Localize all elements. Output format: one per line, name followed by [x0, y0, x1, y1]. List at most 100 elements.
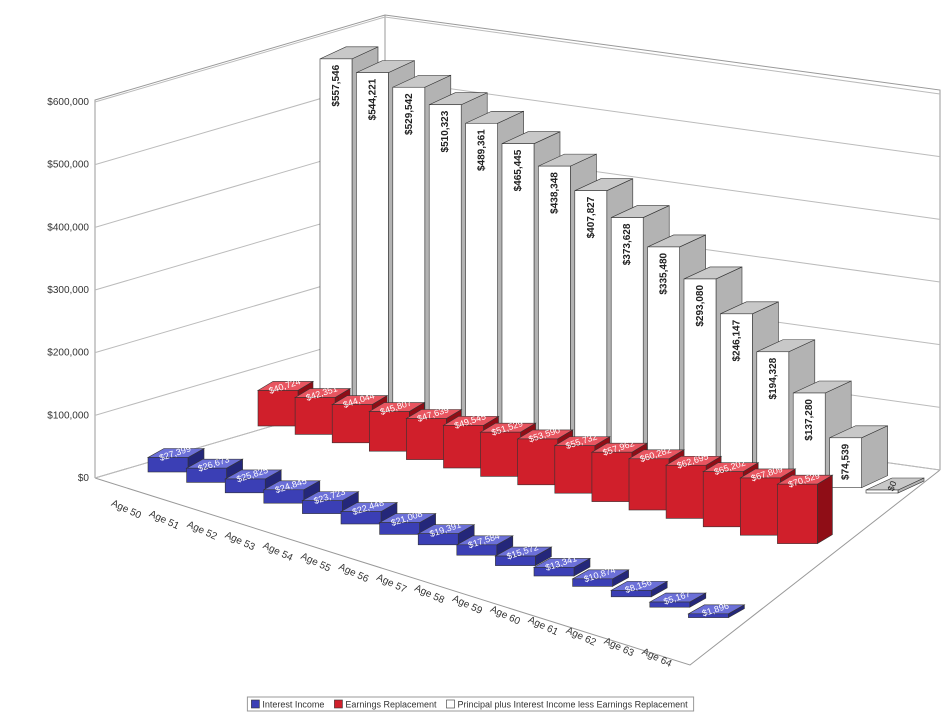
- bar: [865, 477, 925, 494]
- bar-front: [628, 458, 670, 511]
- bar-front: [554, 445, 596, 494]
- bar-front: [356, 72, 389, 418]
- bar-front: [533, 567, 575, 577]
- bar-front: [739, 477, 781, 536]
- bar-front: [443, 425, 484, 469]
- data-label: $557,546: [331, 64, 342, 106]
- bar-front: [186, 467, 227, 483]
- bar: [687, 604, 746, 619]
- bar: [829, 425, 888, 489]
- bar-front: [829, 437, 862, 488]
- bar-front: [665, 464, 707, 519]
- data-label: $373,628: [622, 223, 633, 265]
- legend-label: Earnings Replacement: [345, 700, 437, 710]
- x-tick-label: Age 51: [147, 509, 181, 533]
- bar-front: [379, 522, 420, 535]
- x-tick-label: Age 61: [526, 615, 560, 639]
- data-label: $194,328: [768, 357, 779, 399]
- x-tick-label: Age 57: [375, 572, 409, 596]
- bar-front: [688, 613, 729, 618]
- data-label: $293,080: [695, 285, 706, 327]
- x-tick-label: Age 52: [185, 519, 219, 543]
- x-tick-label: Age 53: [223, 530, 257, 554]
- bar-front: [465, 122, 498, 434]
- x-tick-label: Age 64: [640, 646, 674, 670]
- bar: [301, 491, 360, 515]
- bar-front: [302, 500, 343, 514]
- data-label: $529,542: [404, 93, 415, 135]
- bar-side: [817, 474, 833, 545]
- data-label: $465,445: [513, 149, 524, 191]
- bar-front: [610, 590, 652, 598]
- bar-front: [417, 533, 459, 546]
- bar-front: [392, 86, 426, 424]
- bar-front: [428, 104, 462, 429]
- bar-front: [777, 483, 818, 544]
- bar-front: [224, 478, 266, 494]
- y-tick-label: $300,000: [47, 285, 89, 296]
- data-label: $0: [886, 480, 899, 493]
- data-label: $137,280: [804, 399, 815, 441]
- bar-front: [610, 217, 644, 456]
- bar-front: [319, 58, 353, 413]
- x-tick-label: Age 55: [299, 551, 333, 575]
- legend: Interest Income Earnings Replacement Princ…: [246, 696, 695, 712]
- bar-front: [702, 471, 744, 528]
- bar-front: [406, 418, 447, 460]
- legend-swatch: [446, 699, 455, 709]
- x-tick-label: Age 50: [109, 498, 143, 522]
- x-tick-label: Age 63: [602, 636, 636, 660]
- y-tick-label: $200,000: [47, 348, 89, 359]
- y-tick-label: $500,000: [47, 160, 89, 171]
- bar: [610, 580, 669, 598]
- x-tick-label: Age 56: [337, 562, 371, 586]
- y-tick-label: $100,000: [47, 410, 89, 421]
- bar: [648, 592, 707, 608]
- data-label: $407,827: [586, 196, 597, 238]
- bar-front: [683, 278, 717, 467]
- data-label: $544,221: [367, 78, 378, 120]
- bar: [378, 513, 437, 535]
- bar-front: [456, 544, 498, 556]
- bar-front: [147, 457, 189, 473]
- x-tick-label: Age 54: [261, 540, 295, 564]
- bar-front: [368, 411, 410, 452]
- bar-front: [865, 489, 899, 494]
- y-tick-label: $0: [78, 473, 90, 484]
- data-label: $246,147: [731, 319, 742, 361]
- bar: [739, 468, 797, 536]
- data-label: $489,361: [477, 129, 488, 171]
- bar-front: [591, 451, 633, 502]
- floor-edge: [94, 469, 941, 666]
- legend-box: [246, 696, 695, 712]
- bar-front: [257, 390, 299, 427]
- bar: [532, 557, 592, 577]
- bar: [417, 524, 476, 546]
- bar: [776, 474, 834, 545]
- bar-front: [331, 404, 373, 444]
- bar-front: [647, 246, 680, 461]
- bar-front: [495, 555, 536, 566]
- data-label: $510,323: [440, 110, 451, 152]
- bar-front: [649, 601, 691, 608]
- x-tick-label: Age 59: [450, 593, 484, 617]
- y-tick-label: $600,000: [47, 97, 89, 108]
- legend-label: Principal plus Interest Income less Earn…: [457, 700, 688, 710]
- grid-line: [94, 16, 941, 103]
- data-label: $335,480: [659, 252, 670, 294]
- bar-front: [340, 511, 382, 525]
- bar-front: [263, 489, 305, 504]
- bar-front: [756, 351, 790, 478]
- x-tick-label: Age 62: [564, 625, 598, 649]
- data-label: $74,539: [841, 443, 852, 480]
- bar: [571, 569, 630, 587]
- legend-label: Interest Income: [262, 700, 324, 710]
- bar-front: [792, 392, 826, 483]
- bar: [455, 535, 514, 556]
- data-label: $438,348: [549, 172, 560, 214]
- bar-front: [294, 397, 336, 435]
- x-tick-label: Age 60: [488, 604, 522, 628]
- legend-swatch: [334, 699, 343, 709]
- bar-front: [517, 438, 559, 486]
